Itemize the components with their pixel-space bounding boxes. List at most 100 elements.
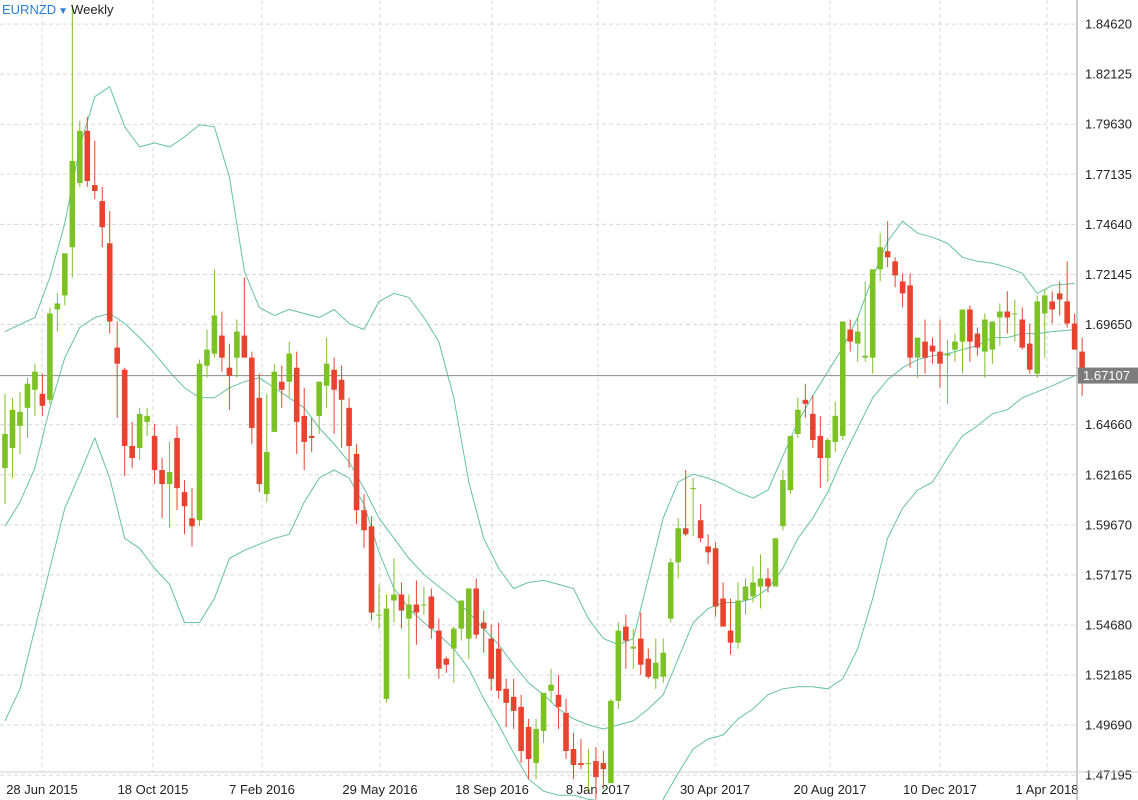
candle-body-down[interactable] — [937, 351, 943, 364]
candle-body-up[interactable] — [458, 600, 465, 629]
candle-body-down[interactable] — [338, 379, 345, 400]
candle-body-up[interactable] — [854, 331, 861, 344]
candle-body-down[interactable] — [256, 397, 263, 485]
candle-body-up[interactable] — [839, 321, 846, 436]
candle-body-down[interactable] — [121, 369, 128, 446]
candle-body-up[interactable] — [832, 415, 839, 442]
candle-body-down[interactable] — [91, 185, 98, 192]
candle-body-up[interactable] — [264, 451, 270, 495]
candle-body-up[interactable] — [787, 435, 794, 491]
candle-body-down[interactable] — [181, 492, 188, 507]
candle-body-down[interactable] — [638, 638, 644, 665]
candle-body-down[interactable] — [114, 347, 120, 364]
candle-body-up[interactable] — [615, 630, 622, 701]
timeframe-label[interactable]: Weekly — [71, 2, 114, 17]
candle-body-up[interactable] — [952, 341, 958, 350]
candle-body-down[interactable] — [436, 630, 442, 669]
candle-body-down[interactable] — [967, 309, 973, 342]
candle-body-up[interactable] — [136, 413, 143, 448]
candle-body-up[interactable] — [997, 311, 1003, 318]
candle-body-down[interactable] — [555, 694, 562, 707]
candle-body-down[interactable] — [39, 393, 46, 406]
candle-body-down[interactable] — [817, 435, 824, 459]
candle-body-up[interactable] — [234, 331, 240, 358]
candle-body-down[interactable] — [368, 526, 375, 613]
candle-body-up[interactable] — [780, 480, 786, 527]
candle-body-down[interactable] — [645, 658, 652, 677]
candle-body-up[interactable] — [47, 313, 53, 400]
candle-body-up[interactable] — [2, 433, 8, 469]
candle-body-down[interactable] — [570, 749, 577, 766]
candle-body-up[interactable] — [585, 763, 592, 765]
candle-body-down[interactable] — [189, 518, 195, 527]
candle-body-down[interactable] — [353, 453, 360, 511]
candle-body-down[interactable] — [99, 201, 106, 228]
candle-body-up[interactable] — [869, 269, 876, 358]
candle-body-down[interactable] — [922, 341, 928, 358]
candle-body-down[interactable] — [765, 578, 771, 587]
candle-body-up[interactable] — [451, 628, 457, 649]
candle-body-down[interactable] — [578, 763, 584, 766]
candle-body-up[interactable] — [54, 303, 61, 310]
candle-body-up[interactable] — [877, 247, 883, 270]
candle-body-up[interactable] — [1012, 313, 1018, 315]
candle-body-down[interactable] — [1049, 301, 1055, 310]
candle-body-down[interactable] — [563, 712, 569, 752]
candle-body-up[interactable] — [757, 578, 764, 587]
candle-body-up[interactable] — [69, 160, 76, 248]
candle-body-down[interactable] — [361, 510, 367, 531]
candle-body-up[interactable] — [540, 692, 547, 731]
candle-body-down[interactable] — [219, 335, 225, 358]
candle-body-up[interactable] — [959, 309, 966, 342]
candle-body-up[interactable] — [862, 355, 868, 358]
candle-body-up[interactable] — [667, 562, 674, 619]
candle-body-down[interactable] — [308, 435, 315, 438]
candle-body-down[interactable] — [301, 415, 307, 442]
candle-body-down[interactable] — [884, 251, 891, 258]
candle-body-up[interactable] — [376, 614, 382, 616]
candle-body-up[interactable] — [1041, 295, 1048, 314]
candle-body-down[interactable] — [810, 413, 816, 440]
candle-body-up[interactable] — [772, 538, 779, 587]
candle-body-down[interactable] — [899, 281, 906, 294]
candle-body-down[interactable] — [525, 726, 532, 760]
candle-body-down[interactable] — [802, 399, 809, 404]
candle-body-down[interactable] — [473, 588, 480, 635]
candle-body-down[interactable] — [159, 470, 165, 485]
candle-body-down[interactable] — [697, 520, 704, 539]
candle-body-down[interactable] — [712, 548, 719, 607]
candle-body-down[interactable] — [503, 688, 509, 703]
candle-body-up[interactable] — [166, 472, 173, 485]
candle-body-up[interactable] — [204, 349, 210, 366]
symbol-label[interactable]: EURNZD — [2, 2, 57, 17]
candle-body-up[interactable] — [323, 363, 330, 386]
candle-body-up[interactable] — [675, 528, 681, 563]
candle-body-down[interactable] — [293, 367, 300, 422]
candle-body-up[interactable] — [144, 415, 150, 422]
candle-body-down[interactable] — [1079, 351, 1085, 376]
candle-body-down[interactable] — [398, 594, 405, 611]
candle-body-up[interactable] — [742, 586, 749, 601]
candle-body-up[interactable] — [406, 604, 412, 619]
candle-body-down[interactable] — [682, 528, 689, 535]
candle-body-up[interactable] — [825, 439, 831, 459]
candle-body-up[interactable] — [316, 381, 322, 416]
candle-body-down[interactable] — [1026, 343, 1033, 370]
candle-body-up[interactable] — [735, 600, 741, 643]
candle-body-up[interactable] — [795, 409, 801, 434]
candle-body-up[interactable] — [391, 594, 397, 601]
candle-body-up[interactable] — [77, 130, 83, 184]
candle-body-up[interactable] — [750, 582, 756, 597]
candle-body-up[interactable] — [914, 337, 921, 358]
candle-body-down[interactable] — [241, 335, 248, 358]
candle-body-up[interactable] — [944, 353, 951, 356]
candle-body-down[interactable] — [106, 243, 113, 322]
candle-body-up[interactable] — [9, 409, 16, 448]
candle-body-up[interactable] — [24, 383, 31, 408]
candle-body-down[interactable] — [480, 622, 487, 629]
candle-body-up[interactable] — [271, 371, 278, 432]
candle-body-up[interactable] — [383, 608, 390, 699]
candle-body-up[interactable] — [286, 353, 293, 382]
candle-body-down[interactable] — [174, 437, 180, 489]
